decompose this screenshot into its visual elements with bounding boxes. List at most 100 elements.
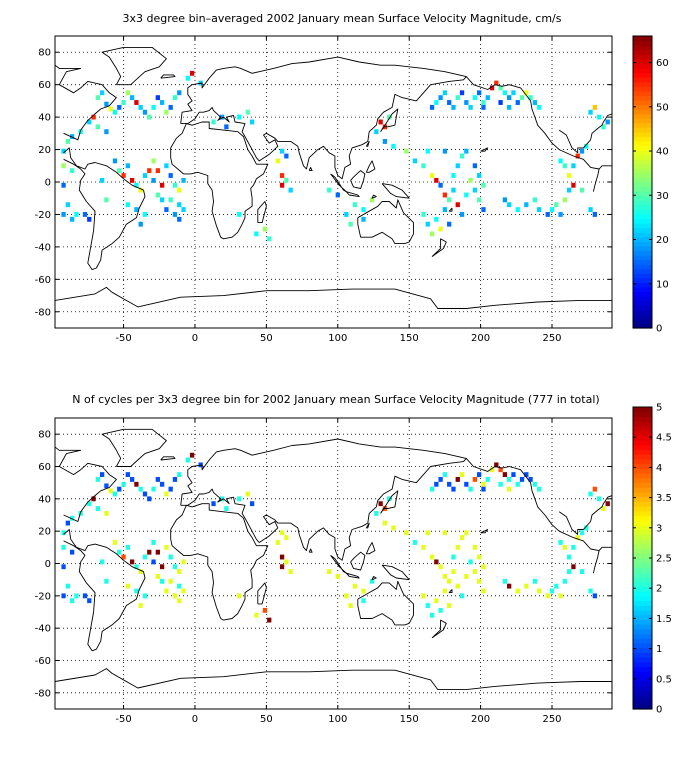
coastline xyxy=(357,199,414,245)
heatmap-cell xyxy=(558,540,563,545)
heatmap-cell xyxy=(164,109,169,115)
coastline xyxy=(160,456,176,461)
colorbar-segment xyxy=(633,277,652,283)
heatmap-cell xyxy=(112,109,118,115)
heatmap-cell xyxy=(472,163,478,169)
heatmap-cell xyxy=(254,231,259,237)
heatmap-cell xyxy=(459,472,465,478)
colorbar-segment xyxy=(633,241,652,247)
heatmap-cell xyxy=(69,515,75,521)
coastline xyxy=(365,140,370,147)
heatmap-cell xyxy=(455,202,460,208)
colorbar-segment xyxy=(633,515,652,521)
heatmap-cell xyxy=(575,535,580,541)
heatmap-cell xyxy=(142,109,148,115)
heatmap-cell xyxy=(219,114,225,120)
heatmap-cell xyxy=(464,100,469,105)
heatmap-cell xyxy=(524,202,529,208)
y-tick-label: -80 xyxy=(35,688,51,699)
heatmap-cell xyxy=(562,578,568,584)
heatmap-cell xyxy=(117,104,122,110)
heatmap-cell xyxy=(425,148,430,154)
heatmap-cell xyxy=(335,574,340,579)
heatmap-cell xyxy=(69,216,75,222)
heatmap-cell xyxy=(142,212,148,217)
heatmap-cell xyxy=(172,564,178,570)
heatmap-cell xyxy=(481,564,486,570)
heatmap-cell xyxy=(185,457,190,463)
colorbar-segment xyxy=(633,314,652,320)
heatmap-cell xyxy=(129,177,135,183)
y-tick-label: 60 xyxy=(38,462,51,473)
heatmap-cell xyxy=(481,486,486,492)
heatmap-cell xyxy=(592,212,598,217)
heatmap-cell xyxy=(288,187,293,193)
colorbar-segment xyxy=(633,191,652,197)
heatmap-cell xyxy=(164,588,169,594)
heatmap-cell xyxy=(429,104,435,110)
heatmap-cell xyxy=(108,488,113,494)
heatmap-cell xyxy=(61,182,66,188)
cycles-coastlines xyxy=(55,428,612,691)
heatmap-cell xyxy=(421,593,426,599)
colorbar-segment xyxy=(633,605,652,611)
heatmap-cell xyxy=(211,119,216,125)
heatmap-cell xyxy=(65,202,70,208)
heatmap-cell xyxy=(434,481,439,487)
heatmap-cell xyxy=(571,182,576,188)
colorbar-segment xyxy=(633,576,652,583)
coastline xyxy=(101,428,167,467)
colorbar-segment xyxy=(633,638,652,644)
colorbar-segment xyxy=(633,58,652,64)
colorbar-segment xyxy=(633,227,652,233)
colorbar-segment xyxy=(633,268,652,274)
colorbar-segment xyxy=(633,435,652,441)
heatmap-cell xyxy=(69,549,75,555)
heatmap-cell xyxy=(438,95,443,101)
heatmap-cell xyxy=(155,95,160,101)
colorbar-segment xyxy=(633,113,652,119)
heatmap-cell xyxy=(584,143,589,149)
coastline xyxy=(170,121,269,240)
colorbar-segment xyxy=(633,109,652,115)
heatmap-cell xyxy=(507,486,512,492)
coastline xyxy=(180,56,467,180)
colorbar-segment xyxy=(633,177,652,183)
coastline xyxy=(55,446,117,522)
heatmap-cell xyxy=(382,520,388,526)
y-tick-label: 20 xyxy=(38,145,51,156)
x-tick-label: 150 xyxy=(400,714,419,725)
colorbar-tick-label: 3.5 xyxy=(656,493,672,504)
colorbar-segment xyxy=(633,444,652,451)
heatmap-cell xyxy=(442,148,448,154)
y-tick-label: -20 xyxy=(35,591,51,602)
coastline xyxy=(257,201,267,224)
coastline xyxy=(598,546,612,551)
heatmap-cell xyxy=(237,496,242,502)
heatmap-cell xyxy=(597,114,602,120)
heatmap-cell xyxy=(284,177,289,183)
colorbar-segment xyxy=(633,624,652,630)
colorbar-segment xyxy=(633,286,652,293)
heatmap-cell xyxy=(532,481,538,487)
colorbar-tick-label: 1 xyxy=(656,644,662,655)
colorbar-segment xyxy=(633,671,652,677)
heatmap-cell xyxy=(477,173,482,178)
colorbar-segment xyxy=(633,213,652,220)
colorbar-segment xyxy=(633,543,652,550)
coastline xyxy=(350,551,366,571)
heatmap-cell xyxy=(378,119,383,125)
heatmap-cell xyxy=(451,486,456,492)
heatmap-cell xyxy=(87,119,92,125)
heatmap-cell xyxy=(151,540,156,545)
heatmap-cell xyxy=(95,95,100,101)
heatmap-cell xyxy=(498,100,503,105)
coastline xyxy=(480,147,489,152)
colorbar-segment xyxy=(633,416,652,422)
coastline xyxy=(308,548,313,553)
coastline xyxy=(381,564,410,581)
heatmap-cell xyxy=(477,472,482,478)
colorbar-tick-label: 20 xyxy=(656,235,669,246)
colorbar-segment xyxy=(633,131,652,137)
velocity-bins xyxy=(61,70,610,242)
